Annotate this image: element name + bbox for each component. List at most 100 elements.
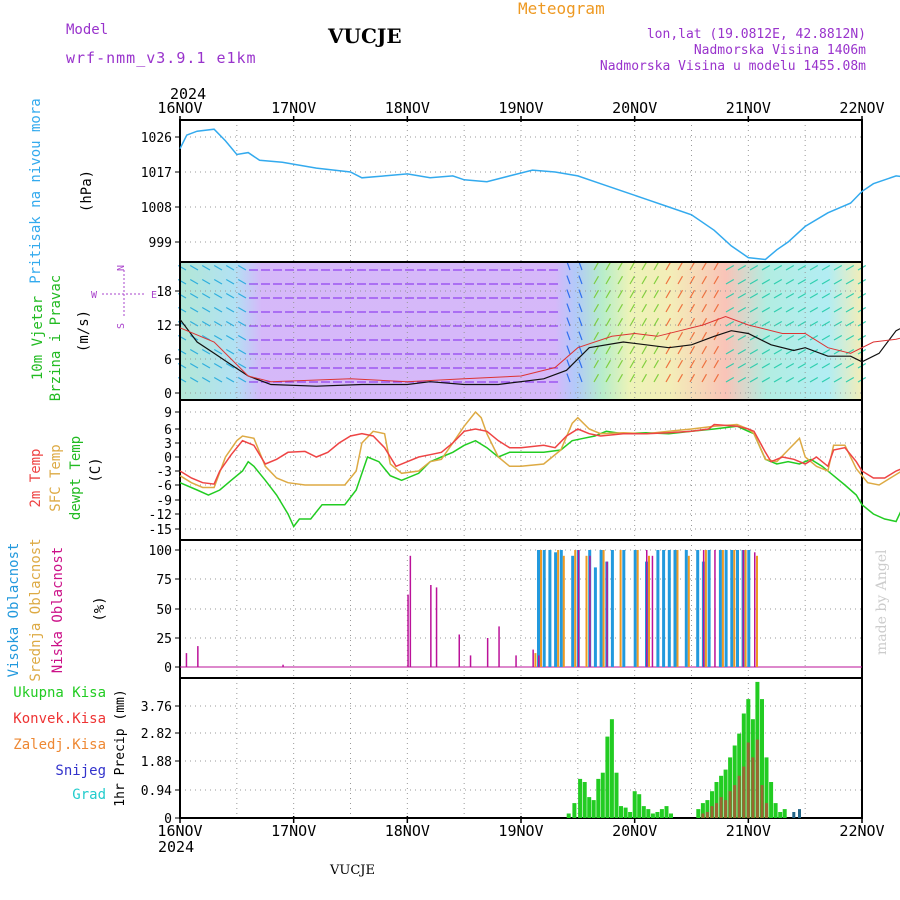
high-cloud-bar: [667, 550, 671, 667]
wind-barb: [189, 278, 199, 285]
low-cloud-bar: [430, 585, 432, 667]
top-x-label: 21NOV: [726, 99, 771, 117]
wind-barb: [725, 306, 735, 313]
low-cloud-bar: [538, 655, 540, 667]
wind-barb: [605, 373, 612, 383]
wind-barb: [821, 348, 831, 355]
wind-barb: [237, 306, 247, 313]
conv-precip-bar: [733, 785, 737, 818]
low-cloud-bar: [589, 555, 591, 667]
wind-barb: [725, 334, 735, 341]
low-cloud-bar: [498, 626, 500, 667]
high-cloud-bar: [622, 550, 626, 667]
wind-barb: [845, 362, 855, 369]
wind-barb: [797, 278, 807, 285]
low-cloud-bar: [197, 646, 199, 667]
wind-barb: [566, 317, 571, 327]
wind-barb: [809, 264, 819, 271]
wind-barb: [833, 334, 843, 341]
total-precip-bar: [587, 797, 592, 818]
low-cloud-bar: [515, 655, 517, 667]
wind-barb: [605, 275, 612, 285]
wind-barb: [653, 303, 660, 313]
total-precip-bar: [769, 782, 774, 818]
wind-barb: [797, 320, 807, 327]
conv-precip-bar: [701, 813, 705, 818]
total-precip-bar: [764, 757, 769, 818]
wind-barb: [629, 289, 636, 299]
wind-barb: [773, 306, 783, 313]
wind-barb: [845, 334, 855, 341]
wind-barb: [617, 317, 624, 327]
wind-barb: [617, 331, 624, 341]
wind-barb: [641, 345, 648, 355]
wind-barb: [641, 373, 648, 383]
wind-barb: [821, 334, 831, 341]
wind-barb: [821, 264, 831, 271]
clouds-ytick-label: 100: [149, 544, 172, 559]
year-bottom: 2024: [158, 838, 194, 856]
wind-barb: [749, 334, 759, 341]
compass-w-label: W: [91, 290, 98, 301]
wind-barb: [653, 359, 660, 369]
wind-barb: [201, 278, 211, 285]
low-cloud-bar: [754, 552, 756, 667]
mid-cloud-bar: [756, 555, 758, 667]
wind-side-label: Brzina i Pravac: [48, 275, 64, 401]
wind-barb: [566, 331, 571, 341]
wind-barb: [201, 292, 211, 299]
conv-precip-bar: [751, 757, 755, 818]
wind-barb: [225, 348, 235, 355]
precip-ytick-label: 2.82: [141, 727, 172, 742]
wind-barb: [593, 345, 600, 355]
high-cloud-bar: [542, 550, 546, 667]
high-cloud-bar: [593, 567, 597, 667]
wind-barb: [665, 261, 672, 271]
wind-barb: [578, 317, 583, 327]
wind-barb: [593, 359, 600, 369]
temperature-side-label: 2m Temp: [28, 448, 44, 507]
wind-barb: [629, 275, 636, 285]
wind-barb: [797, 348, 807, 355]
wind-barb: [785, 334, 795, 341]
wind-barb: [785, 278, 795, 285]
low-cloud-bar: [458, 634, 460, 667]
wind-barb: [833, 376, 843, 383]
wind-barb: [665, 289, 672, 299]
wind-barb: [665, 359, 672, 369]
high-cloud-bar: [718, 550, 722, 667]
wind-barb: [761, 320, 771, 327]
wind-barb: [225, 292, 235, 299]
total-precip-bar: [655, 812, 660, 818]
conv-precip-bar: [705, 812, 709, 818]
clouds-side-label: Srednja Oblacnost: [28, 538, 44, 681]
high-cloud-bar: [707, 550, 711, 667]
wind-barb: [641, 275, 648, 285]
compass-e-label: E: [151, 290, 157, 301]
wind-barb: [566, 373, 571, 383]
wind-barb: [797, 306, 807, 313]
wind-barb: [237, 278, 247, 285]
wind-barb: [749, 306, 759, 313]
conv-precip-bar: [746, 742, 750, 818]
low-cloud-bar: [435, 587, 438, 667]
wind-barb: [701, 303, 708, 313]
high-cloud-bar: [610, 550, 614, 667]
temperature-ytick-label: 0: [164, 451, 172, 466]
total-precip-bar: [664, 806, 669, 818]
wind-barb: [629, 359, 636, 369]
wind-barb: [761, 278, 771, 285]
wind-barb: [821, 376, 831, 383]
total-precip-bar: [609, 719, 614, 818]
top-x-label: 17NOV: [271, 99, 316, 117]
high-cloud-bar: [599, 550, 603, 667]
wind-barb: [605, 289, 612, 299]
mid-cloud-bar: [636, 550, 639, 667]
total-precip-bar: [641, 806, 646, 818]
wind-barb: [713, 289, 720, 299]
wind-barb: [605, 303, 612, 313]
wind-barb: [821, 320, 831, 327]
total-precip-bar: [646, 809, 651, 818]
precip-legend-label: Konvek.Kisa: [13, 711, 106, 727]
